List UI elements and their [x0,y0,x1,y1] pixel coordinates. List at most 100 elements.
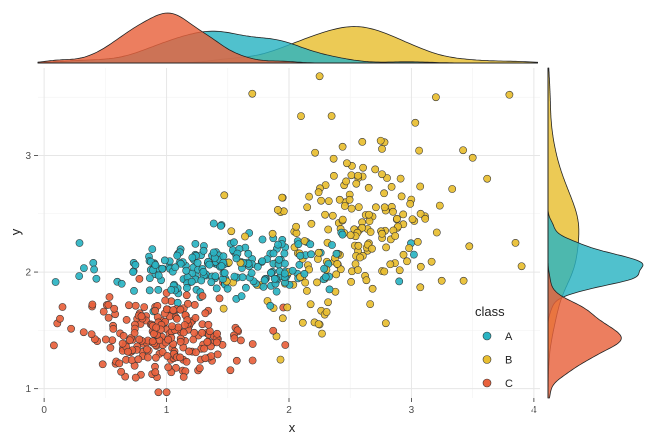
point-a [260,276,269,285]
point-c [134,355,143,364]
point-a [267,268,275,277]
point-c [164,363,173,372]
point-b [314,248,323,257]
point-b [406,200,415,208]
point-b [411,118,420,127]
point-c [168,322,176,331]
point-b [387,183,396,191]
point-b [432,93,440,102]
point-c [204,320,213,329]
point-b [505,90,514,99]
x-tick-label: 4 [531,405,537,416]
point-b [248,89,257,98]
point-a [197,276,206,285]
point-b [378,170,386,179]
point-b [517,262,526,271]
point-b [386,260,395,269]
point-c [205,327,214,336]
point-b [318,329,326,338]
point-c [201,354,210,363]
point-c [56,314,64,323]
point-b [459,276,468,285]
point-c [213,329,221,338]
point-b [365,210,373,219]
point-c [105,293,114,301]
point-b [380,203,389,212]
point-a [212,284,221,293]
point-b [408,215,417,224]
point-c [87,330,96,339]
top-marginal-density [37,12,538,64]
point-b [305,192,313,201]
point-b [347,278,355,286]
point-c [179,373,188,381]
point-c [232,356,241,365]
point-b [354,203,363,211]
point-b [313,278,321,287]
point-b [366,300,375,308]
point-a [395,277,404,286]
point-c [67,324,75,333]
point-a [89,259,98,267]
point-a [209,219,218,228]
point-a [325,285,334,294]
point-b [364,183,373,192]
point-a [300,270,309,278]
point-b [314,188,323,197]
point-b [362,276,371,285]
point-a [173,298,182,307]
point-c [154,388,163,397]
point-b [421,214,430,223]
point-b [427,257,436,266]
point-b [432,228,441,237]
point-b [358,138,367,146]
point-a [51,278,60,286]
point-c [137,312,146,321]
legend-label-b: B [505,355,512,367]
point-a [145,286,154,295]
point-b [448,185,457,193]
point-b [403,257,411,266]
point-b [368,284,377,293]
point-a [321,273,330,281]
point-b [278,314,287,323]
point-a [280,269,289,278]
point-b [395,266,404,275]
point-a [75,239,84,247]
point-c [104,301,113,309]
point-b [416,209,425,218]
point-a [232,254,241,263]
point-b [324,225,333,234]
point-c [163,352,172,360]
point-b [399,210,408,219]
x-tick-label: 2 [286,405,292,416]
point-c [151,368,160,377]
point-b [311,148,319,157]
point-a [338,230,347,239]
point-c [131,373,140,382]
point-c [148,337,157,346]
point-c [109,325,118,333]
point-c [122,316,131,324]
point-a [288,266,297,275]
point-b [366,228,375,236]
point-b [376,136,385,145]
point-b [333,260,342,268]
point-b [465,242,474,251]
point-a [295,261,304,269]
point-a [193,259,202,267]
point-b [327,112,336,120]
point-c [180,321,189,329]
point-b [298,318,307,327]
point-b [307,219,316,228]
point-b [380,267,389,276]
point-a [171,263,180,272]
point-b [314,320,323,328]
point-b [346,231,355,240]
point-a [220,269,229,277]
point-b [241,232,249,241]
point-a [176,259,185,268]
point-a [266,301,275,310]
y-axis-title: y [8,228,23,235]
